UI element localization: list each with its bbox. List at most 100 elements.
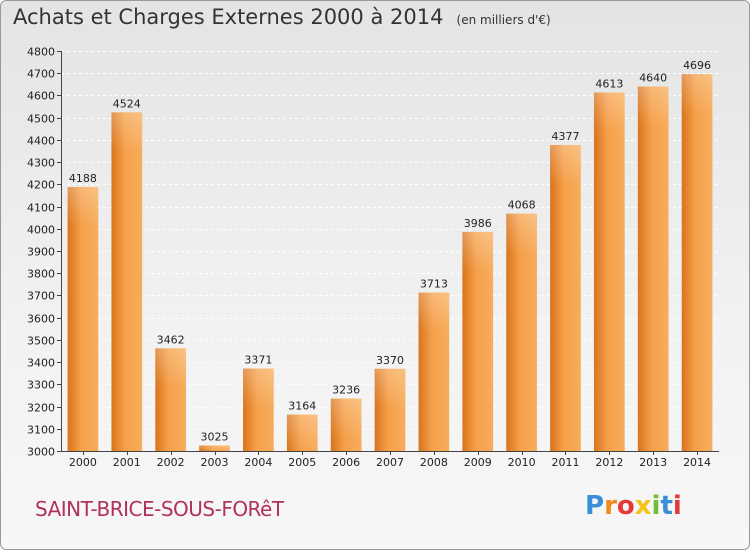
bar-highlight	[330, 398, 362, 439]
bar-highlight	[67, 187, 99, 227]
logo-letter: r	[604, 491, 617, 521]
bars	[67, 74, 713, 452]
bar-highlight	[374, 368, 406, 409]
bar	[593, 92, 625, 452]
bar-highlight	[462, 231, 494, 272]
bar-value-label: 4377	[551, 130, 579, 143]
logo-letter: t	[660, 491, 673, 521]
y-tick-label: 3100	[27, 424, 55, 437]
y-tick-label: 4600	[27, 90, 55, 103]
bar-body	[67, 187, 99, 451]
bar-highlight	[681, 74, 713, 115]
bar	[506, 213, 537, 451]
x-tick-label: 2011	[551, 456, 579, 469]
logo-letter: P	[585, 491, 605, 521]
bar-highlight	[418, 292, 450, 333]
y-tick-label: 3000	[27, 446, 55, 459]
bar-value-label: 4188	[69, 172, 97, 185]
x-tick-label: 2013	[639, 456, 667, 469]
y-tick-label: 3700	[27, 290, 55, 303]
y-tick-label: 4500	[27, 113, 55, 126]
x-tick-label: 2005	[288, 456, 316, 469]
bar	[67, 187, 99, 451]
bar-highlight	[155, 348, 187, 389]
y-tick-label: 4300	[27, 157, 55, 170]
y-tick-label: 3600	[27, 313, 55, 326]
axes	[57, 51, 719, 455]
bar-highlight	[111, 112, 143, 153]
chart-subtitle: (en milliers d'€)	[456, 13, 551, 27]
bar-value-label: 3236	[332, 384, 360, 397]
bar	[637, 86, 669, 452]
y-tick-label: 3900	[27, 246, 55, 259]
bar-value-label: 3462	[157, 333, 185, 346]
logo-letter: i	[672, 491, 682, 521]
y-tick-label: 4200	[27, 179, 55, 192]
y-tick-label: 4800	[27, 46, 55, 59]
y-tick-label: 3800	[27, 268, 55, 281]
bar-highlight	[550, 145, 581, 185]
bar-highlight	[199, 445, 230, 451]
y-tick-label: 3500	[27, 335, 55, 348]
y-tick-label: 3400	[27, 357, 55, 370]
y-tick-label: 3200	[27, 402, 55, 415]
x-tick-label: 2010	[508, 456, 536, 469]
bar-body	[550, 145, 581, 451]
bar-body	[593, 92, 625, 452]
x-tick-label: 2002	[157, 456, 185, 469]
city-name: SAINT-BRICE-SOUS-FORêT	[35, 497, 284, 521]
bar-highlight	[637, 86, 669, 127]
x-tick-label: 2007	[376, 456, 404, 469]
x-tick-label: 2003	[201, 456, 229, 469]
bar	[199, 445, 230, 451]
bar	[111, 112, 143, 451]
bar-value-label: 4524	[113, 97, 141, 110]
x-tick-label: 2004	[244, 456, 272, 469]
bar-body	[681, 74, 713, 451]
title-row: Achats et Charges Externes 2000 à 2014 (…	[13, 5, 551, 29]
bar-body	[111, 112, 143, 451]
bar-value-label: 4696	[683, 59, 711, 72]
bar-value-label: 4068	[508, 199, 536, 212]
y-tick-label: 4400	[27, 135, 55, 148]
bar-value-label: 4613	[595, 78, 623, 91]
x-tick-label: 2000	[69, 456, 97, 469]
bar-highlight	[506, 213, 537, 254]
x-tick-label: 2006	[332, 456, 360, 469]
proxiti-logo: Proxiti	[585, 491, 682, 521]
bar	[243, 368, 274, 451]
y-tick-label: 3300	[27, 379, 55, 392]
bar-value-label: 3986	[464, 217, 492, 230]
logo-letter: o	[616, 491, 635, 521]
x-tick-label: 2009	[464, 456, 492, 469]
bar-body	[637, 86, 669, 452]
logo-letter: x	[634, 491, 652, 521]
bar-value-label: 4640	[639, 72, 667, 85]
bar	[681, 74, 713, 451]
y-tick-label: 4000	[27, 224, 55, 237]
bar-value-label: 3371	[244, 354, 272, 367]
x-tick-label: 2014	[683, 456, 711, 469]
bar-highlight	[593, 92, 625, 133]
bar	[462, 231, 494, 451]
x-tick-label: 2008	[420, 456, 448, 469]
bar-value-label: 3164	[288, 400, 316, 413]
labels: 3000 3100 3200 3300 3400 3500 3600 3700 3800 3900…	[27, 46, 711, 470]
y-tick-label: 4700	[27, 68, 55, 81]
bar-highlight	[286, 414, 318, 451]
bar	[286, 414, 318, 451]
x-tick-label: 2012	[595, 456, 623, 469]
bar-value-label: 3370	[376, 354, 404, 367]
x-tick-label: 2001	[113, 456, 141, 469]
bar	[330, 398, 362, 451]
y-tick-label: 4100	[27, 202, 55, 215]
chart-title: Achats et Charges Externes 2000 à 2014	[13, 5, 444, 29]
bar	[374, 368, 406, 451]
bar	[155, 348, 187, 451]
bar	[418, 292, 450, 451]
bar-value-label: 3713	[420, 278, 448, 291]
bar-highlight	[243, 368, 274, 409]
bar-value-label: 3025	[201, 430, 229, 443]
